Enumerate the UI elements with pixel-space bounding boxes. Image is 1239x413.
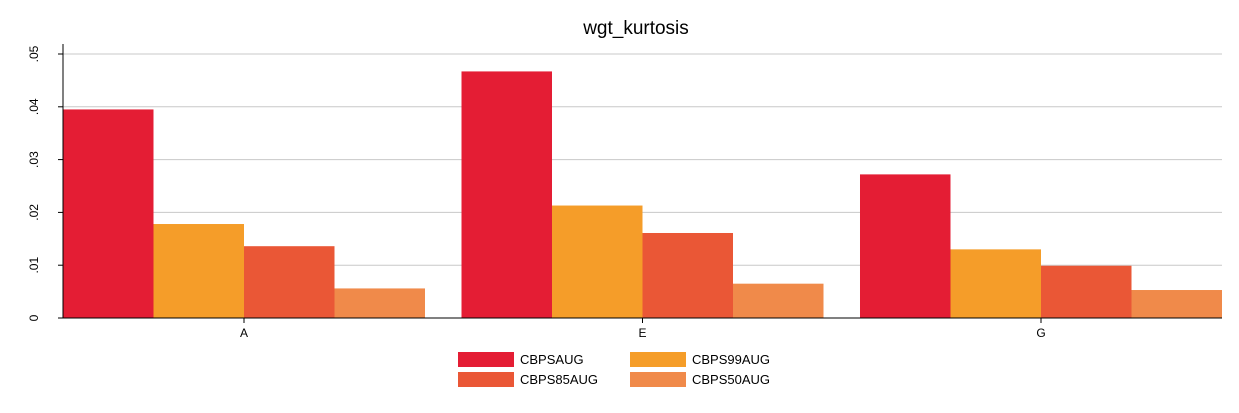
bar-cbpsaug-e	[461, 71, 552, 318]
legend-swatch	[458, 352, 514, 367]
bars	[63, 71, 1222, 318]
y-tick-label: .04	[27, 98, 41, 115]
y-tick-label: .03	[27, 151, 41, 168]
legend-swatch	[630, 352, 686, 367]
bar-cbps85aug-a	[244, 246, 335, 318]
legend-label: CBPS85AUG	[520, 372, 598, 387]
legend-swatch	[458, 372, 514, 387]
bar-cbpsaug-a	[63, 109, 154, 318]
legend: CBPSAUG CBPS99AUG CBPS85AUG CBPS50AUG	[458, 352, 770, 387]
legend-label: CBPS50AUG	[692, 372, 770, 387]
bar-cbps50aug-a	[334, 288, 425, 318]
x-tick-label: A	[240, 326, 248, 340]
bar-cbps99aug-a	[153, 224, 244, 318]
bar-cbps50aug-g	[1131, 290, 1222, 318]
bar-cbps99aug-e	[551, 205, 643, 318]
chart-title: wgt_kurtosis	[582, 18, 689, 39]
y-tick-label: .01	[27, 257, 41, 274]
y-tick-label: .02	[27, 204, 41, 221]
bar-cbpsaug-g	[859, 174, 951, 318]
legend-swatch	[630, 372, 686, 387]
y-tick-label: 0	[27, 314, 41, 321]
legend-label: CBPSAUG	[520, 352, 584, 367]
bar-cbps85aug-g	[1040, 265, 1132, 318]
bar-cbps99aug-g	[950, 249, 1041, 318]
axes	[58, 44, 1222, 323]
legend-label: CBPS99AUG	[692, 352, 770, 367]
x-tick-label: G	[1036, 326, 1045, 340]
y-tick-labels: 0 .01 .02 .03 .04 .05	[27, 45, 41, 321]
bar-cbps85aug-e	[642, 232, 733, 318]
bar-cbps50aug-e	[732, 283, 824, 318]
y-tick-label: .05	[27, 45, 41, 62]
x-tick-label: E	[638, 326, 646, 340]
